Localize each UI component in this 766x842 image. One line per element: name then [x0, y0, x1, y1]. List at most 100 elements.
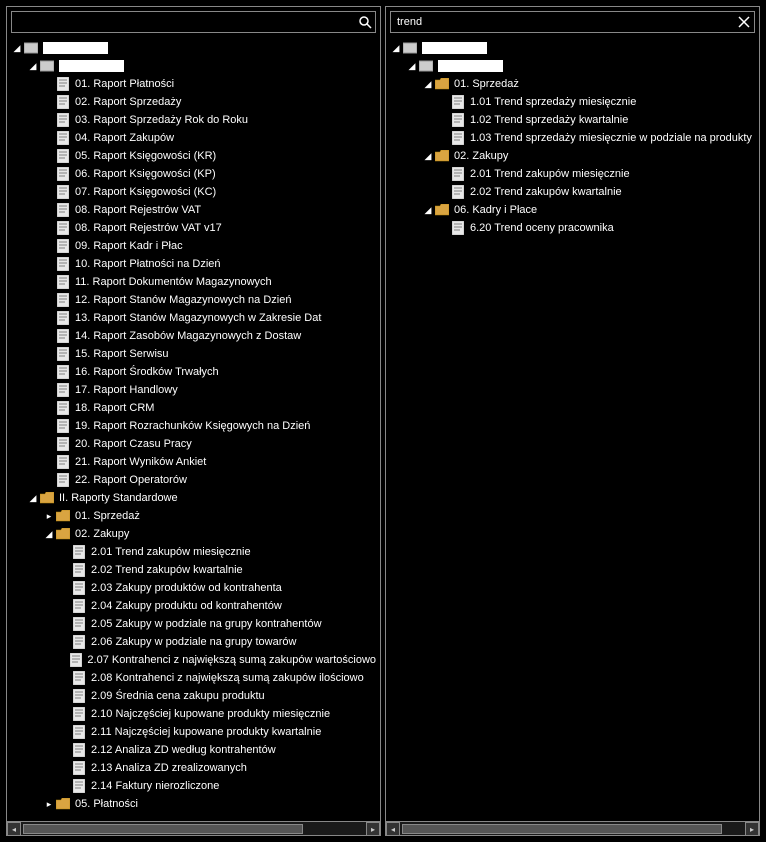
- right-tree[interactable]: ◢ ◢ ◢01. Sprzedaż 1.01 Trend sprzedaży mi…: [386, 37, 759, 821]
- tree-node[interactable]: 09. Raport Kadr i Płac: [11, 237, 376, 255]
- scroll-left-arrow[interactable]: ◂: [7, 822, 21, 836]
- tree-node[interactable]: 10. Raport Płatności na Dzień: [11, 255, 376, 273]
- scroll-thumb[interactable]: [23, 824, 303, 834]
- expander-open-icon[interactable]: ◢: [390, 43, 402, 54]
- expander-open-icon[interactable]: ◢: [406, 61, 418, 72]
- folder-icon: [55, 509, 71, 523]
- left-tree[interactable]: ◢ ◢ 01. Raport Płatności02. Raport Sprze…: [7, 37, 380, 821]
- tree-node[interactable]: 11. Raport Dokumentów Magazynowych: [11, 273, 376, 291]
- tree-node[interactable]: 07. Raport Księgowości (KC): [11, 183, 376, 201]
- tree-node[interactable]: ◢02. Zakupy: [390, 147, 755, 165]
- report-icon: [71, 743, 87, 757]
- tree-node[interactable]: 14. Raport Zasobów Magazynowych z Dostaw: [11, 327, 376, 345]
- search-input[interactable]: [391, 14, 734, 30]
- tree-node[interactable]: 2.10 Najczęściej kupowane produkty miesi…: [11, 705, 376, 723]
- tree-node[interactable]: 2.05 Zakupy w podziale na grupy kontrahe…: [11, 615, 376, 633]
- tree-node[interactable]: 2.02 Trend zakupów kwartalnie: [390, 183, 755, 201]
- tree-node-label: 1.01 Trend sprzedaży miesięcznie: [470, 96, 636, 108]
- scroll-right-arrow[interactable]: ▸: [745, 822, 759, 836]
- report-icon: [71, 779, 87, 793]
- tree-node[interactable]: ◢: [11, 57, 376, 75]
- tree-node[interactable]: 08. Raport Rejestrów VAT v17: [11, 219, 376, 237]
- tree-node[interactable]: 2.14 Faktury nierozliczone: [11, 777, 376, 795]
- scroll-thumb[interactable]: [402, 824, 722, 834]
- tree-node[interactable]: 02. Raport Sprzedaży: [11, 93, 376, 111]
- tree-node[interactable]: 2.11 Najczęściej kupowane produkty kwart…: [11, 723, 376, 741]
- tree-node[interactable]: 6.20 Trend oceny pracownika: [390, 219, 755, 237]
- tree-node[interactable]: 2.07 Kontrahenci z największą sumą zakup…: [11, 651, 376, 669]
- tree-node[interactable]: ▸05. Płatności: [11, 795, 376, 813]
- tree-node[interactable]: 08. Raport Rejestrów VAT: [11, 201, 376, 219]
- tree-node-label: 17. Raport Handlowy: [75, 384, 178, 396]
- tree-node[interactable]: 1.02 Trend sprzedaży kwartalnie: [390, 111, 755, 129]
- expander-open-icon[interactable]: ◢: [43, 529, 55, 540]
- report-icon: [55, 203, 71, 217]
- tree-node[interactable]: ◢: [390, 39, 755, 57]
- tree-node[interactable]: 04. Raport Zakupów: [11, 129, 376, 147]
- tree-node-label: 1.02 Trend sprzedaży kwartalnie: [470, 114, 628, 126]
- expander-open-icon[interactable]: ◢: [27, 493, 39, 504]
- tree-node[interactable]: ◢: [390, 57, 755, 75]
- expander-open-icon[interactable]: ◢: [27, 61, 39, 72]
- folder-icon: [39, 491, 55, 505]
- search-input[interactable]: [12, 14, 355, 30]
- report-icon: [450, 167, 466, 181]
- tree-node-label: 2.07 Kontrahenci z największą sumą zakup…: [87, 654, 376, 666]
- tree-node[interactable]: 2.08 Kontrahenci z największą sumą zakup…: [11, 669, 376, 687]
- tree-node[interactable]: 2.13 Analiza ZD zrealizowanych: [11, 759, 376, 777]
- root-icon: [402, 41, 418, 55]
- tree-node[interactable]: 2.02 Trend zakupów kwartalnie: [11, 561, 376, 579]
- tree-node-label: 2.05 Zakupy w podziale na grupy kontrahe…: [91, 618, 322, 630]
- tree-node[interactable]: 2.12 Analiza ZD według kontrahentów: [11, 741, 376, 759]
- tree-node[interactable]: 1.03 Trend sprzedaży miesięcznie w podzi…: [390, 129, 755, 147]
- tree-node[interactable]: ◢02. Zakupy: [11, 525, 376, 543]
- tree-node[interactable]: 06. Raport Księgowości (KP): [11, 165, 376, 183]
- tree-node[interactable]: 22. Raport Operatorów: [11, 471, 376, 489]
- tree-node[interactable]: 2.03 Zakupy produktów od kontrahenta: [11, 579, 376, 597]
- tree-node[interactable]: 1.01 Trend sprzedaży miesięcznie: [390, 93, 755, 111]
- tree-node[interactable]: 15. Raport Serwisu: [11, 345, 376, 363]
- tree-node[interactable]: 2.06 Zakupy w podziale na grupy towarów: [11, 633, 376, 651]
- report-icon: [55, 275, 71, 289]
- scroll-left-arrow[interactable]: ◂: [386, 822, 400, 836]
- tree-node-label: 20. Raport Czasu Pracy: [75, 438, 192, 450]
- scroll-right-arrow[interactable]: ▸: [366, 822, 380, 836]
- tree-node[interactable]: ▸01. Sprzedaż: [11, 507, 376, 525]
- report-icon: [450, 185, 466, 199]
- tree-node[interactable]: ◢: [11, 39, 376, 57]
- tree-node[interactable]: ◢06. Kadry i Płace: [390, 201, 755, 219]
- left-scrollbar[interactable]: ◂ ▸: [7, 821, 380, 835]
- close-icon[interactable]: [734, 12, 754, 32]
- tree-node[interactable]: 2.09 Średnia cena zakupu produktu: [11, 687, 376, 705]
- report-icon: [68, 653, 83, 667]
- tree-node-label: 2.06 Zakupy w podziale na grupy towarów: [91, 636, 296, 648]
- expander-closed-icon[interactable]: ▸: [43, 799, 55, 810]
- tree-node[interactable]: ◢01. Sprzedaż: [390, 75, 755, 93]
- search-icon[interactable]: [355, 12, 375, 32]
- tree-node[interactable]: 2.01 Trend zakupów miesięcznie: [390, 165, 755, 183]
- expander-open-icon[interactable]: ◢: [422, 151, 434, 162]
- expander-open-icon[interactable]: ◢: [422, 79, 434, 90]
- tree-node[interactable]: 03. Raport Sprzedaży Rok do Roku: [11, 111, 376, 129]
- tree-node[interactable]: 21. Raport Wyników Ankiet: [11, 453, 376, 471]
- tree-node[interactable]: 05. Raport Księgowości (KR): [11, 147, 376, 165]
- expander-closed-icon[interactable]: ▸: [43, 511, 55, 522]
- tree-node[interactable]: 20. Raport Czasu Pracy: [11, 435, 376, 453]
- expander-open-icon[interactable]: ◢: [11, 43, 23, 54]
- tree-node[interactable]: 17. Raport Handlowy: [11, 381, 376, 399]
- report-icon: [55, 311, 71, 325]
- expander-open-icon[interactable]: ◢: [422, 205, 434, 216]
- tree-node-label: 15. Raport Serwisu: [75, 348, 169, 360]
- tree-node-label: 2.09 Średnia cena zakupu produktu: [91, 690, 265, 702]
- tree-node[interactable]: 13. Raport Stanów Magazynowych w Zakresi…: [11, 309, 376, 327]
- tree-node[interactable]: 18. Raport CRM: [11, 399, 376, 417]
- tree-node[interactable]: 01. Raport Płatności: [11, 75, 376, 93]
- tree-node[interactable]: 2.04 Zakupy produktu od kontrahentów: [11, 597, 376, 615]
- tree-node[interactable]: 16. Raport Środków Trwałych: [11, 363, 376, 381]
- root-icon: [23, 41, 39, 55]
- tree-node[interactable]: 19. Raport Rozrachunków Księgowych na Dz…: [11, 417, 376, 435]
- tree-node[interactable]: 2.01 Trend zakupów miesięcznie: [11, 543, 376, 561]
- tree-node[interactable]: ◢II. Raporty Standardowe: [11, 489, 376, 507]
- tree-node[interactable]: 12. Raport Stanów Magazynowych na Dzień: [11, 291, 376, 309]
- right-scrollbar[interactable]: ◂ ▸: [386, 821, 759, 835]
